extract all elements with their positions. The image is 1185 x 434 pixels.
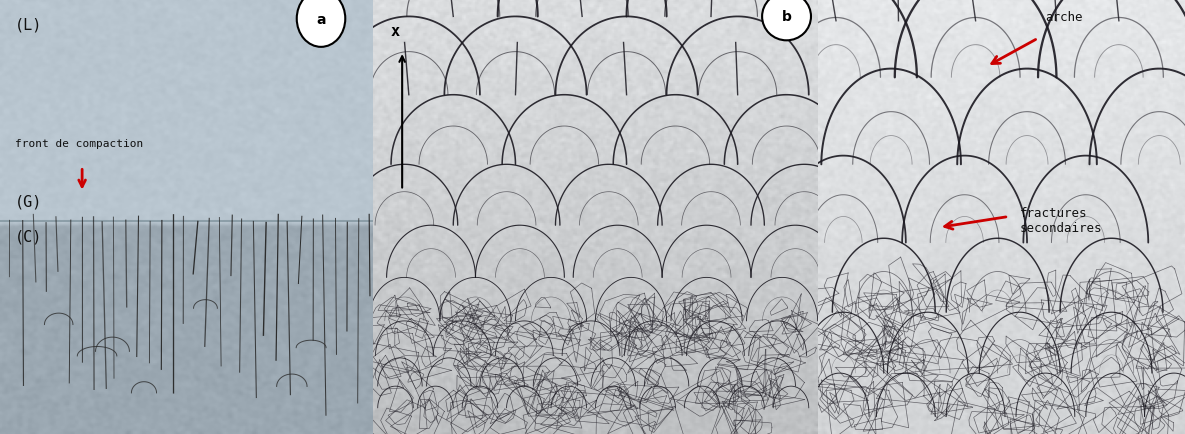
Text: x: x: [391, 24, 401, 39]
Circle shape: [762, 0, 811, 41]
Text: (C): (C): [15, 229, 43, 244]
Text: (L): (L): [15, 17, 43, 32]
Circle shape: [296, 0, 345, 48]
Text: (G): (G): [15, 194, 43, 209]
Text: front de compaction: front de compaction: [15, 138, 143, 148]
Text: fractures
secondaires: fractures secondaires: [1019, 206, 1102, 234]
Text: a: a: [316, 13, 326, 26]
Text: b: b: [782, 10, 792, 24]
Text: arche: arche: [1045, 11, 1083, 24]
